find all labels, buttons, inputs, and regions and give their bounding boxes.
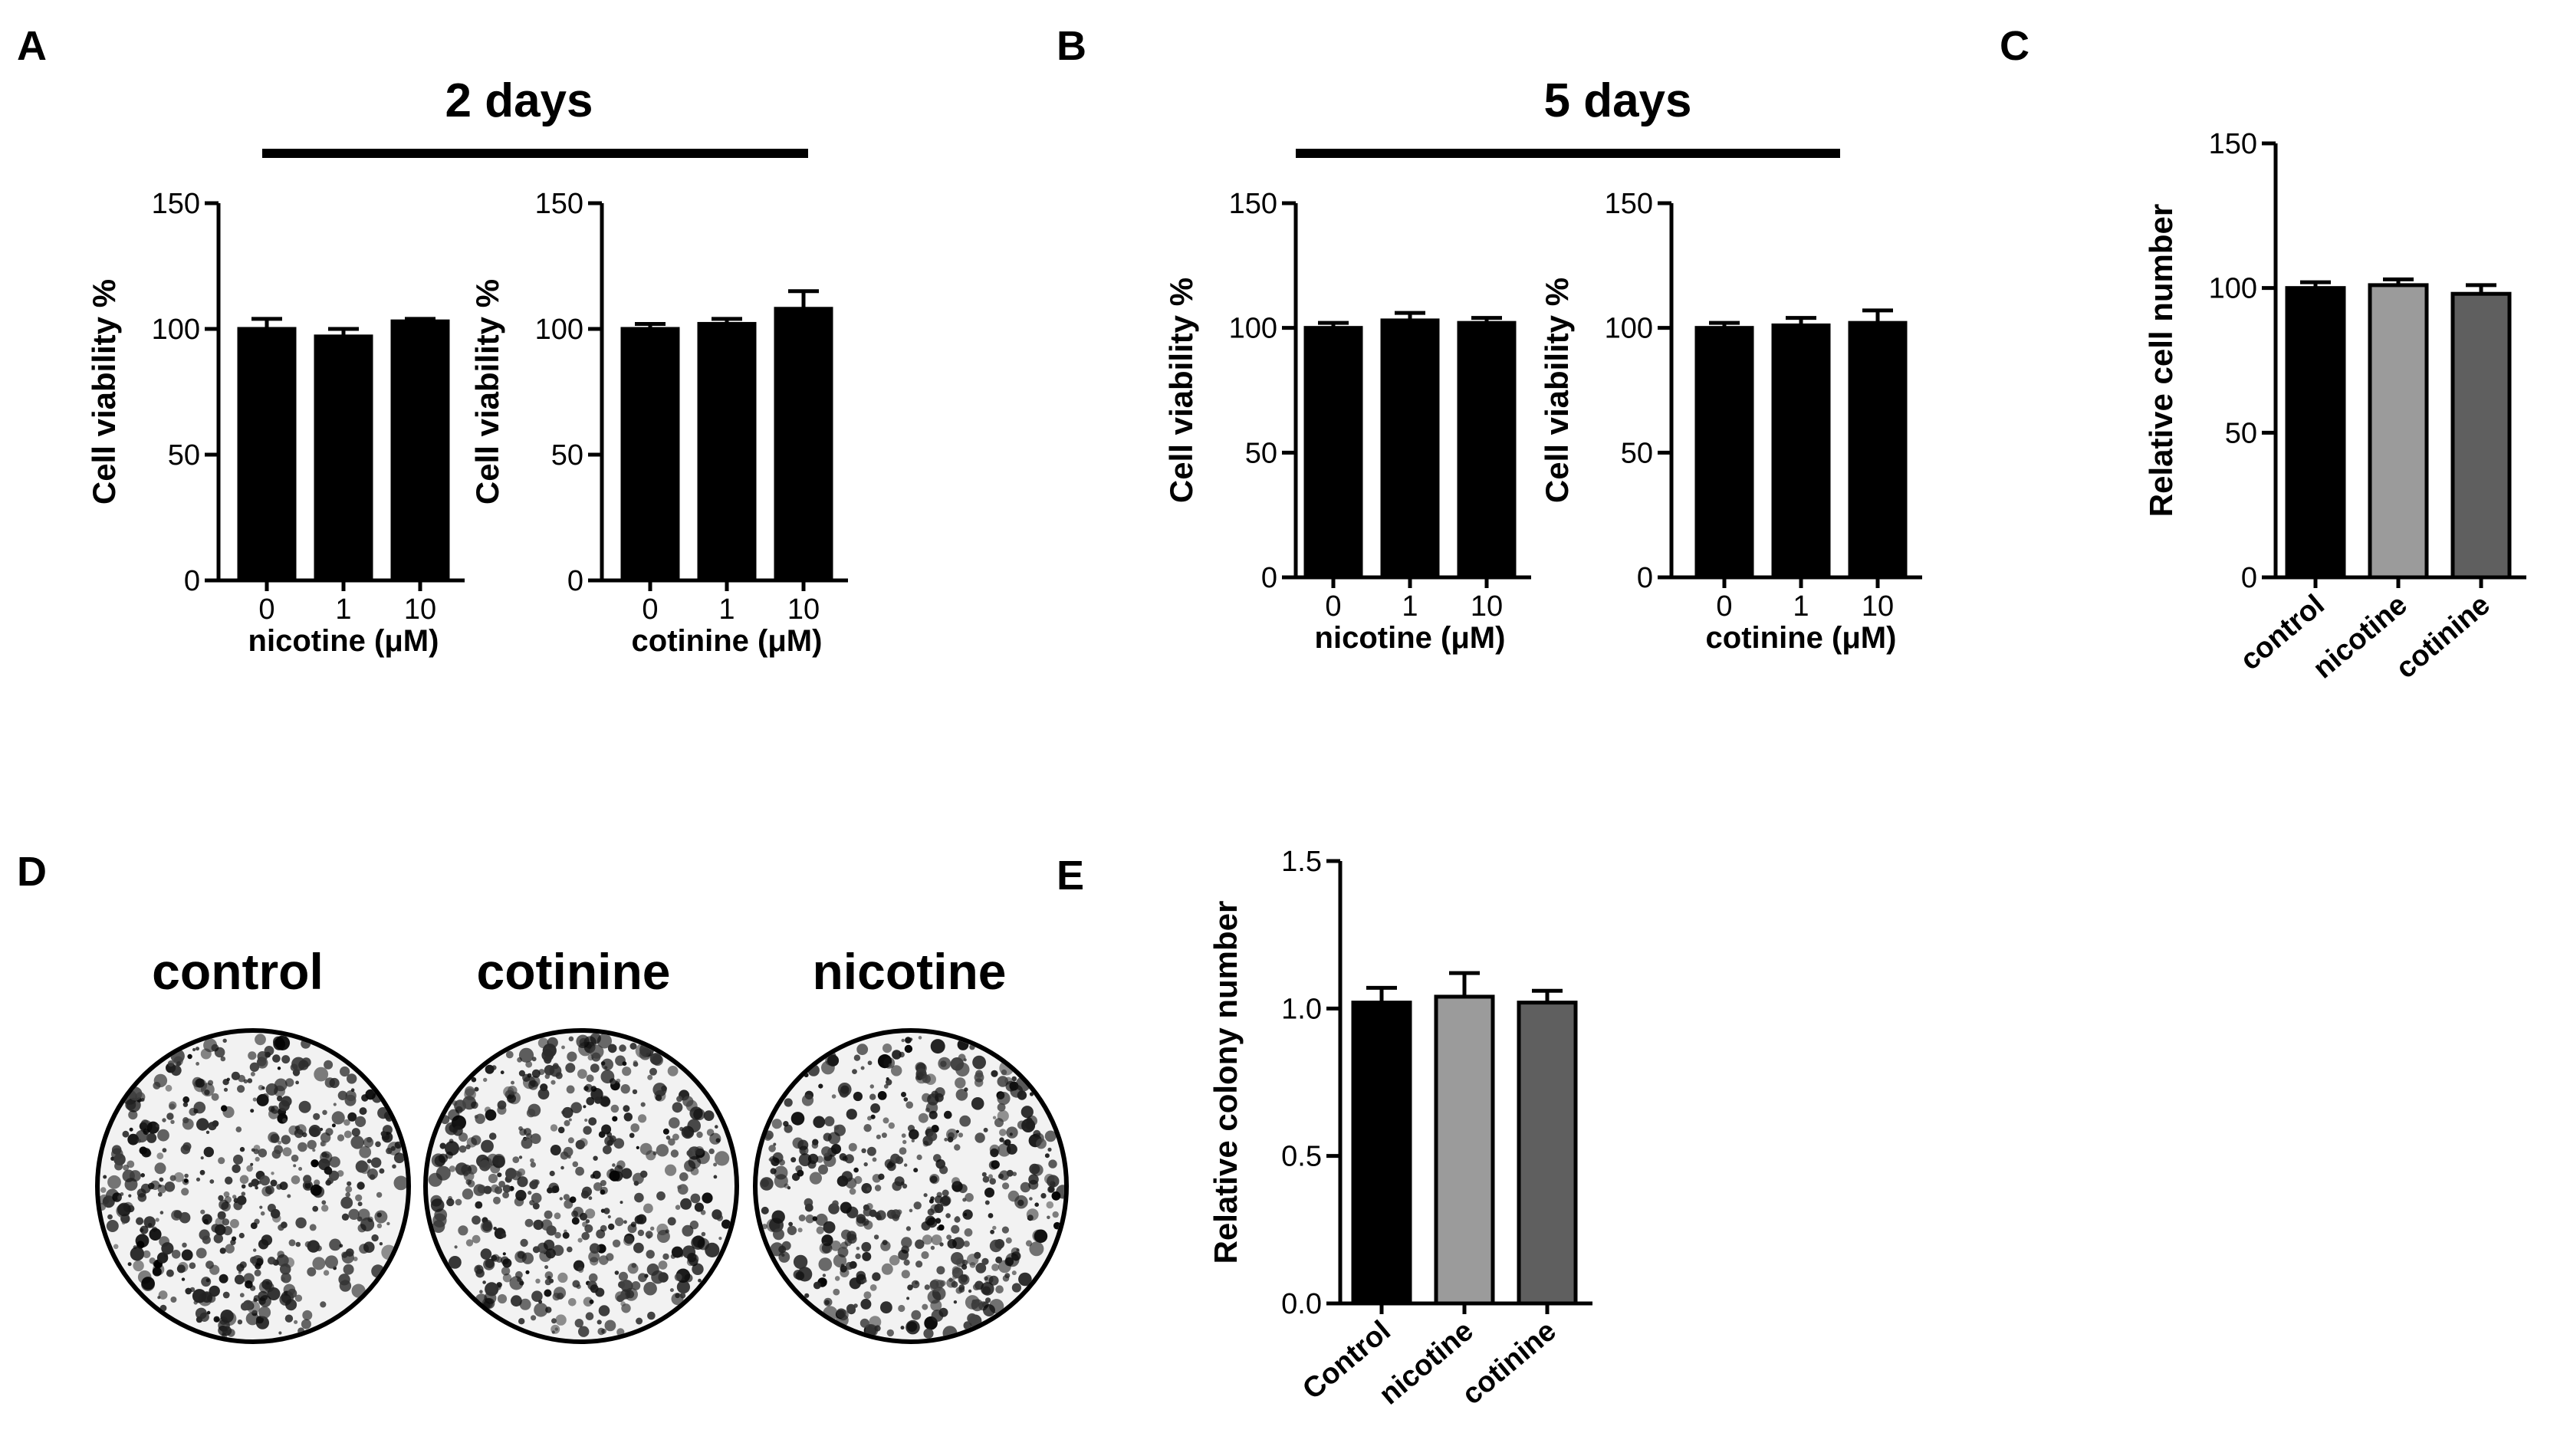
y-tick-label: 50 (2225, 417, 2257, 449)
y-tick-label: 1.0 (1281, 993, 1322, 1025)
y-tick-label: 150 (1229, 188, 1277, 220)
bar (1848, 320, 1908, 580)
y-tick-label: 0 (184, 565, 200, 597)
panel-letter-b: B (1057, 23, 1086, 69)
y-tick-label: 50 (551, 439, 583, 472)
colony-dots (428, 1033, 731, 1337)
x-tick-label: 1 (335, 593, 351, 626)
colony-plate-nicotine (753, 1028, 1069, 1344)
bar (697, 321, 757, 583)
y-tick-label: 50 (1621, 437, 1653, 469)
x-tick-label: 10 (1471, 590, 1503, 623)
x-tick-label: 0 (642, 593, 658, 626)
x-tick-label: cotinine (2390, 589, 2496, 685)
x-tick-label: 10 (1862, 590, 1894, 623)
bar (237, 327, 297, 583)
bar (2450, 291, 2512, 580)
x-axis-label: nicotine (μM) (1315, 621, 1506, 655)
y-axis-label: Relative cell number (2143, 204, 2179, 518)
y-tick-label: 150 (2209, 128, 2257, 160)
y-tick-label: 0 (1261, 562, 1277, 594)
bar (2285, 286, 2346, 580)
plate-label-control: control (152, 943, 324, 1000)
bar (1694, 326, 1754, 580)
colony-dots (760, 1036, 1064, 1339)
x-tick-label: 0 (1716, 590, 1732, 623)
y-axis-label: Cell viability % (1539, 278, 1575, 503)
y-tick-label: 0 (2241, 562, 2257, 594)
y-tick-label: 50 (1245, 437, 1277, 469)
colony-dots (100, 1034, 406, 1339)
y-tick-label: 150 (535, 188, 583, 220)
x-tick-label: 1 (1402, 590, 1418, 623)
x-tick-label: 0 (258, 593, 274, 626)
panel-letter-a: A (17, 23, 47, 69)
bar (2368, 283, 2429, 580)
colony-plates: control cotinine nicotine (95, 943, 1069, 1344)
bar (620, 327, 680, 583)
y-tick-label: 0 (567, 565, 583, 597)
y-axis-label: Cell viability % (86, 279, 122, 505)
bar (314, 334, 373, 583)
x-tick-label: nicotine (1373, 1315, 1480, 1412)
x-tick-label: 10 (787, 593, 820, 626)
y-tick-label: 1.5 (1281, 846, 1322, 878)
bar (774, 307, 833, 583)
group-header-2-days: 2 days (445, 74, 593, 127)
plate-rim (423, 1028, 739, 1344)
x-axis-label: cotinine (μM) (1706, 621, 1897, 655)
bar (1434, 994, 1495, 1306)
y-tick-label: 50 (168, 439, 200, 472)
bar (1517, 1001, 1578, 1306)
x-axis-label: nicotine (μM) (248, 624, 439, 658)
y-tick-label: 100 (1229, 313, 1277, 345)
plate-rim (95, 1028, 411, 1344)
panel-letter-e: E (1057, 853, 1084, 899)
bar (1457, 320, 1517, 580)
y-tick-label: 100 (2209, 273, 2257, 305)
panel-letter-c: C (2000, 23, 2029, 69)
plate-label-nicotine: nicotine (812, 943, 1006, 1000)
group-header-5-days: 5 days (1543, 74, 1691, 127)
y-tick-label: 100 (1605, 313, 1653, 345)
colony-plate-control (95, 1028, 411, 1344)
x-tick-label: 10 (404, 593, 436, 626)
panel-letter-d: D (17, 849, 47, 895)
x-tick-label: 0 (1325, 590, 1341, 623)
y-axis-label: Cell viability % (469, 279, 505, 505)
y-tick-label: 150 (1605, 188, 1653, 220)
plate-label-cotinine: cotinine (476, 943, 670, 1000)
y-tick-label: 0.5 (1281, 1141, 1322, 1173)
y-tick-label: 100 (535, 314, 583, 346)
colony-plate-cotinine (423, 1028, 739, 1344)
y-tick-label: 0.0 (1281, 1288, 1322, 1320)
group-bracket-5-days (1296, 149, 1840, 158)
y-tick-label: 100 (152, 314, 200, 346)
x-axis-label: cotinine (μM) (632, 624, 823, 658)
y-tick-label: 0 (1637, 562, 1653, 594)
x-tick-label: cotinine (1456, 1315, 1563, 1412)
y-tick-label: 150 (152, 188, 200, 220)
x-tick-label: nicotine (2307, 589, 2414, 685)
plate-background (755, 1030, 1067, 1342)
x-tick-label: 1 (718, 593, 735, 626)
bar (1380, 318, 1440, 580)
group-bracket-2-days (262, 149, 808, 158)
bar (1351, 1001, 1412, 1306)
bar (1303, 326, 1363, 580)
x-tick-label: 1 (1793, 590, 1809, 623)
bar (390, 319, 450, 583)
y-axis-label: Cell viability % (1163, 278, 1199, 503)
bar (1771, 323, 1831, 580)
plate-rim (753, 1028, 1069, 1344)
y-axis-label: Relative colony number (1208, 901, 1244, 1264)
